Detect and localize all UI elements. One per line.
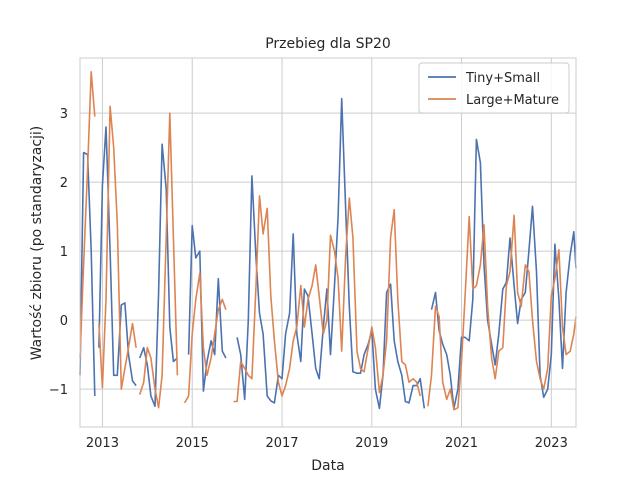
x-tick-label: 2017 [265, 436, 298, 451]
tick-labels: 2013 2015 2017 2019 2021 2023 −1 0 1 2 3 [49, 107, 568, 451]
x-tick-label: 2015 [176, 436, 209, 451]
x-tick-label: 2019 [355, 436, 388, 451]
y-tick-label: 1 [60, 245, 68, 260]
legend-box [418, 62, 570, 114]
legend: Tiny+Small Large+Mature [418, 62, 570, 114]
y-tick-label: 0 [60, 314, 68, 329]
plot-frame [79, 57, 577, 428]
chart-title: Przebieg dla SP20 [265, 36, 391, 52]
x-tick-label: 2023 [535, 436, 568, 451]
legend-label: Tiny+Small [465, 71, 540, 86]
x-tick-label: 2021 [445, 436, 478, 451]
x-axis-label: Data [311, 458, 344, 474]
y-axis-label: Wartość zbioru (po standaryzacji) [29, 126, 45, 361]
legend-label: Large+Mature [466, 93, 559, 108]
y-tick-label: −1 [49, 383, 68, 398]
series-lines [79, 71, 577, 411]
y-tick-label: 3 [60, 107, 68, 122]
x-tick-label: 2013 [86, 436, 119, 451]
y-tick-label: 2 [60, 176, 68, 191]
series-line-large-mature [79, 71, 577, 411]
